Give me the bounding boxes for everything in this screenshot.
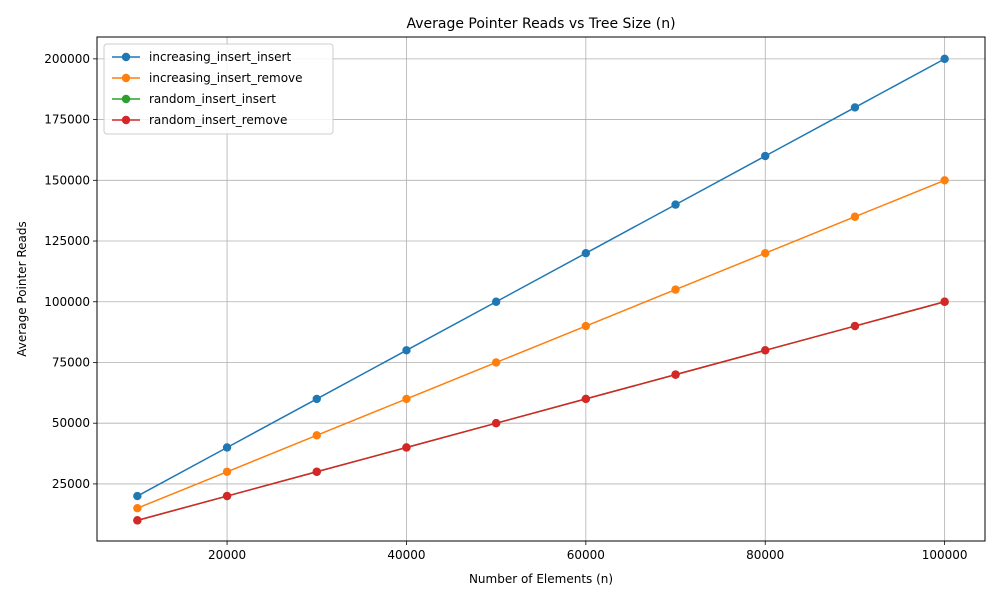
chart-title: Average Pointer Reads vs Tree Size (n) xyxy=(406,16,675,32)
series-increasing_insert_remove xyxy=(133,176,949,513)
ticks: 20000 40000 60000 80000 100000 25000 50000 7500… xyxy=(44,52,967,562)
legend-item: random_insert_insert xyxy=(112,92,276,106)
series-line xyxy=(137,301,945,522)
legend-marker xyxy=(121,115,131,125)
x-tick-label: 60000 xyxy=(567,548,605,562)
data-point xyxy=(491,358,501,367)
data-point xyxy=(940,54,949,64)
data-point xyxy=(671,370,680,379)
data-point xyxy=(761,151,770,161)
legend-label: increasing_insert_remove xyxy=(149,71,303,85)
legend-marker xyxy=(121,52,131,62)
x-tick-label: 40000 xyxy=(387,548,425,562)
series-line xyxy=(137,58,945,497)
legend-label: random_insert_insert xyxy=(149,92,276,106)
data-point xyxy=(850,212,860,221)
grid xyxy=(97,37,985,541)
data-point xyxy=(402,443,411,452)
legend-marker xyxy=(121,94,131,104)
data-point xyxy=(671,200,680,209)
data-point xyxy=(940,297,949,306)
data-point xyxy=(671,285,680,294)
data-point xyxy=(940,176,949,185)
data-point xyxy=(761,346,770,355)
series-group xyxy=(133,54,949,525)
data-point xyxy=(133,504,142,513)
data-point xyxy=(850,321,860,331)
y-tick-label: 125000 xyxy=(44,234,90,248)
plot-area-frame xyxy=(96,36,986,542)
y-tick-label: 200000 xyxy=(44,52,90,66)
data-point xyxy=(491,418,501,428)
series-increasing_insert_insert xyxy=(133,54,949,501)
data-point xyxy=(761,248,770,258)
y-tick-label: 175000 xyxy=(44,113,90,127)
data-point xyxy=(222,443,232,452)
x-tick-label: 20000 xyxy=(208,548,246,562)
legend-label: random_insert_remove xyxy=(149,113,287,127)
data-point xyxy=(133,516,142,525)
y-tick-label: 25000 xyxy=(52,477,90,491)
data-point xyxy=(312,467,321,476)
data-point xyxy=(581,394,591,404)
data-point xyxy=(491,297,501,306)
x-axis-title: Number of Elements (n) xyxy=(469,572,613,586)
series-line xyxy=(137,179,945,509)
data-point xyxy=(133,491,142,501)
series-random_insert_remove xyxy=(133,297,949,525)
data-point xyxy=(850,103,860,112)
data-point xyxy=(312,431,321,440)
data-point xyxy=(581,321,591,331)
y-tick-label: 150000 xyxy=(44,173,90,187)
legend-marker xyxy=(121,73,131,83)
data-point xyxy=(222,467,232,476)
legend: increasing_insert_insert increasing_inser… xyxy=(103,43,334,135)
legend-box xyxy=(103,43,334,135)
x-tick-label: 100000 xyxy=(922,548,968,562)
legend-item: increasing_insert_remove xyxy=(112,71,303,85)
data-point xyxy=(222,491,232,501)
y-tick-label: 100000 xyxy=(44,295,90,309)
data-point xyxy=(312,394,321,404)
x-tick-label: 80000 xyxy=(746,548,784,562)
legend-label: increasing_insert_insert xyxy=(149,50,291,64)
y-tick-label: 50000 xyxy=(52,416,90,430)
legend-item: random_insert_remove xyxy=(112,113,287,127)
y-axis-title: Average Pointer Reads xyxy=(15,221,29,356)
data-point xyxy=(402,394,411,404)
data-point xyxy=(581,248,591,258)
y-tick-label: 75000 xyxy=(52,355,90,369)
legend-item: increasing_insert_insert xyxy=(112,50,291,64)
data-point xyxy=(402,346,411,355)
